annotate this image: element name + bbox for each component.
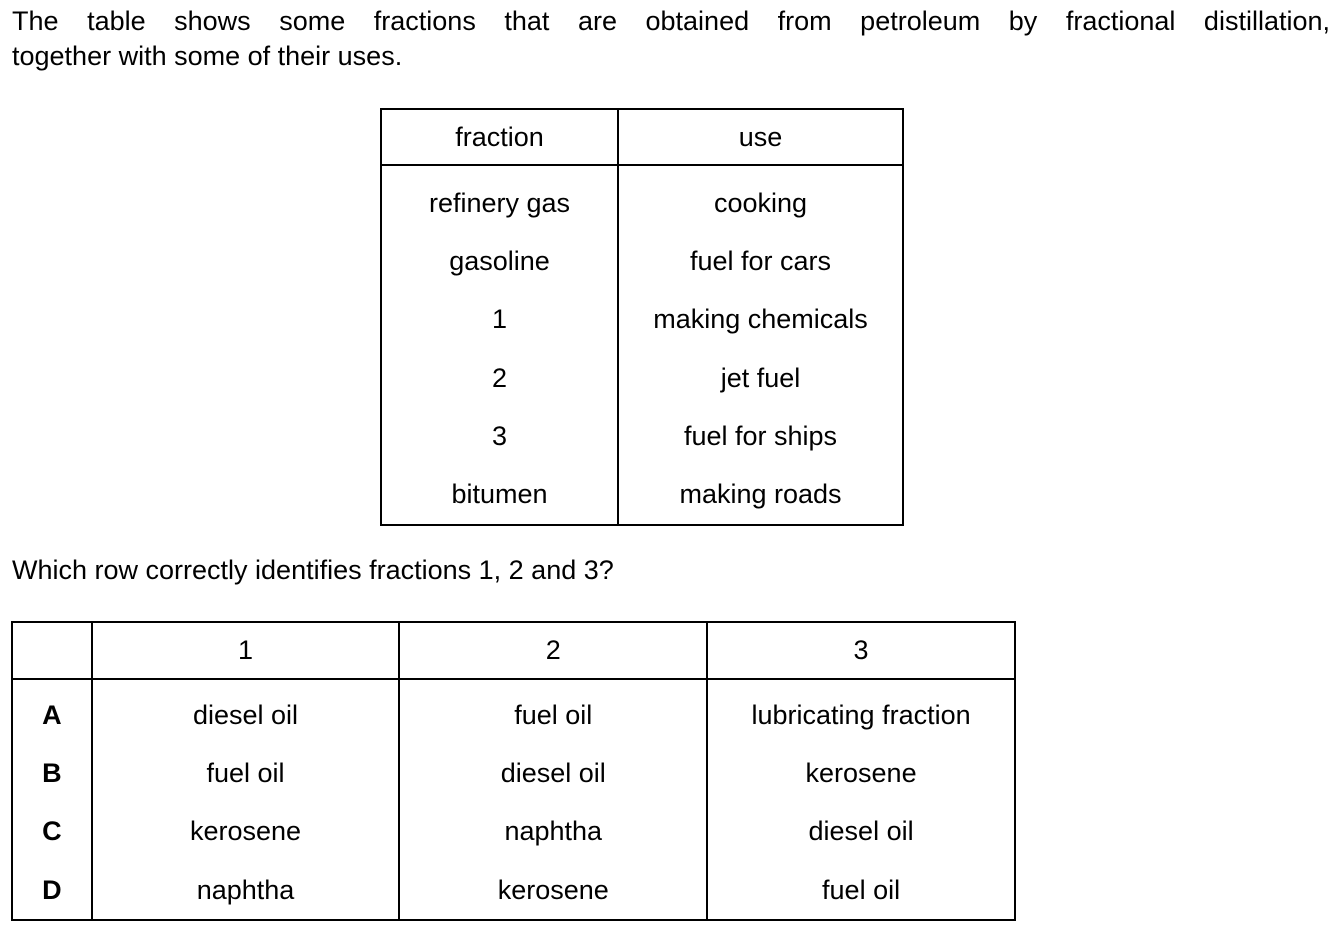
- fraction-uses-table: fraction use refinery gas cooking gasoli…: [380, 108, 904, 526]
- option-letter: B: [12, 744, 93, 803]
- use-cell: cooking: [713, 187, 808, 218]
- fraction-cell: 1: [381, 290, 619, 349]
- header-fraction-1: 1: [91, 622, 401, 680]
- table-row: refinery gas cooking: [381, 165, 903, 233]
- fraction-cell: 2: [381, 348, 619, 408]
- option-cell: naphtha: [91, 860, 401, 921]
- option-cell: fuel oil: [822, 874, 901, 905]
- header-fraction: fraction: [381, 109, 619, 166]
- fraction-cell: refinery gas: [381, 165, 619, 233]
- option-letter: D: [12, 860, 93, 921]
- use-cell: making chemicals: [653, 304, 868, 335]
- table-row: gasoline fuel for cars: [381, 232, 903, 291]
- option-cell: fuel oil: [399, 679, 709, 745]
- table-row: bitumen making roads: [381, 465, 903, 525]
- fraction-cell: bitumen: [381, 465, 619, 525]
- option-cell: kerosene: [91, 802, 401, 861]
- option-row-b: B fuel oil diesel oil kerosene: [12, 744, 1015, 803]
- option-cell: fuel oil: [91, 744, 401, 803]
- use-cell: making roads: [679, 479, 842, 510]
- option-row-c: C kerosene naphtha diesel oil: [12, 802, 1015, 861]
- header-option: [12, 622, 93, 680]
- use-cell: jet fuel: [720, 362, 801, 393]
- option-cell: kerosene: [805, 757, 917, 788]
- option-cell: kerosene: [399, 860, 709, 921]
- option-cell: diesel oil: [399, 744, 709, 803]
- option-letter: C: [12, 802, 93, 861]
- option-cell: diesel oil: [808, 816, 914, 847]
- option-letter: A: [12, 679, 93, 745]
- header-fraction-2: 2: [399, 622, 709, 680]
- header-fraction-3: 3: [707, 622, 1015, 680]
- option-row-a: A diesel oil fuel oil lubricating fracti…: [12, 679, 1015, 745]
- intro-text: The table shows some fractions that are …: [12, 4, 1330, 74]
- use-cell: fuel for ships: [683, 420, 838, 451]
- table-header-row: fraction use: [381, 109, 903, 166]
- header-use: use: [618, 109, 903, 166]
- question-text: Which row correctly identifies fractions…: [12, 555, 614, 585]
- use-cell: fuel for cars: [689, 245, 832, 276]
- intro-line-2: together with some of their uses.: [12, 41, 403, 71]
- fraction-cell: gasoline: [381, 232, 619, 291]
- option-cell: lubricating fraction: [751, 699, 971, 730]
- option-row-d: D naphtha kerosene fuel oil: [12, 860, 1015, 921]
- table-row: 1 making chemicals: [381, 290, 903, 349]
- option-cell: diesel oil: [91, 679, 401, 745]
- table-header-row: 1 2 3: [12, 622, 1015, 680]
- table-row: 2 jet fuel: [381, 348, 903, 408]
- answer-options-table: 1 2 3 A diesel oil fuel oil lubricating …: [11, 621, 1016, 922]
- fraction-cell: 3: [381, 407, 619, 466]
- table-row: 3 fuel for ships: [381, 407, 903, 466]
- intro-line-1: The table shows some fractions that are …: [12, 6, 1330, 36]
- option-cell: naphtha: [399, 802, 709, 861]
